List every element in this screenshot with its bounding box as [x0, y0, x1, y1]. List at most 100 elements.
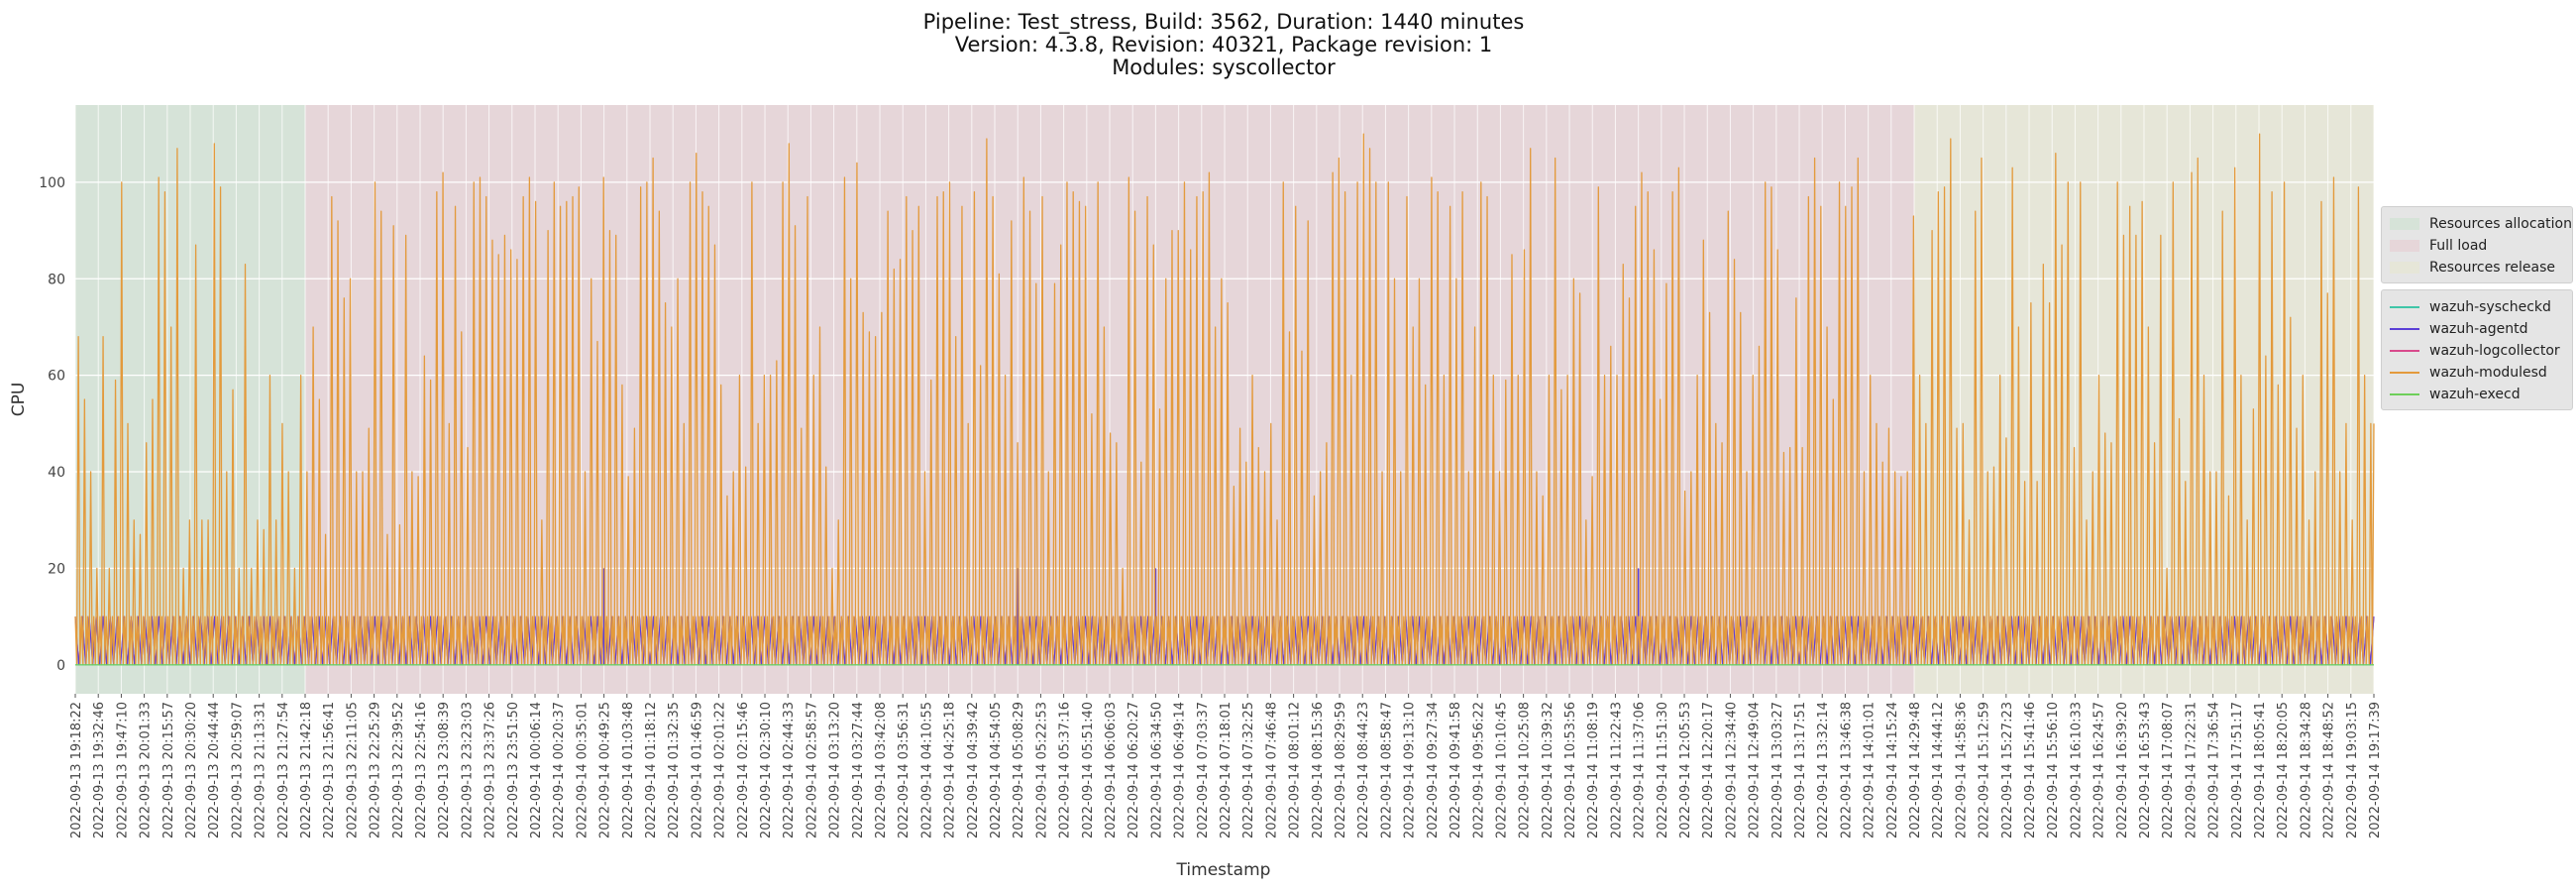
- series-legend: wazuh-syscheckd wazuh-agentd wazuh-logcoll…: [2381, 289, 2573, 410]
- x-tick-label: 2022-09-14 12:20:17: [1701, 702, 1716, 838]
- x-tick-label: 2022-09-13 22:54:16: [414, 702, 429, 838]
- x-tick-label: 2022-09-14 02:01:22: [713, 702, 728, 838]
- series-legend-label: wazuh-agentd: [2429, 321, 2528, 337]
- x-tick-label: 2022-09-14 10:25:08: [1518, 702, 1533, 838]
- y-tick-label: 100: [39, 175, 65, 191]
- x-tick-label: 2022-09-14 07:46:48: [1264, 702, 1279, 838]
- x-tick-label: 2022-09-14 12:49:04: [1748, 702, 1763, 838]
- series-legend-label: wazuh-modulesd: [2429, 365, 2547, 381]
- x-tick-label: 2022-09-14 17:36:54: [2207, 702, 2222, 838]
- series-legend-label: wazuh-logcollector: [2429, 343, 2560, 359]
- x-tick-label: 2022-09-14 18:20:05: [2276, 702, 2291, 838]
- x-tick-label: 2022-09-14 01:46:59: [690, 702, 704, 838]
- x-tick-label: 2022-09-14 13:32:14: [1816, 702, 1831, 838]
- x-tick-label: 2022-09-14 08:29:59: [1334, 702, 1348, 838]
- x-tick-label: 2022-09-14 15:41:46: [2023, 702, 2038, 838]
- x-tick-label: 2022-09-14 10:39:32: [1541, 702, 1556, 838]
- x-tick-label: 2022-09-14 11:51:30: [1656, 702, 1670, 838]
- x-tick-label: 2022-09-14 00:06:14: [529, 702, 544, 838]
- x-tick-label: 2022-09-14 14:29:48: [1908, 702, 1923, 838]
- x-tick-label: 2022-09-13 20:30:20: [184, 702, 199, 838]
- x-tick-label: 2022-09-14 05:51:40: [1081, 702, 1096, 838]
- x-tick-label: 2022-09-14 08:15:36: [1311, 702, 1326, 838]
- x-tick-label: 2022-09-14 07:32:25: [1241, 702, 1256, 838]
- x-axis-label: Timestamp: [1176, 860, 1271, 880]
- x-tick-label: 2022-09-13 23:51:50: [506, 702, 521, 838]
- x-tick-label: 2022-09-14 18:48:52: [2322, 702, 2337, 838]
- series-legend-label: wazuh-execd: [2429, 387, 2521, 402]
- x-tick-label: 2022-09-14 17:22:31: [2184, 702, 2199, 838]
- x-tick-label: 2022-09-14 14:44:12: [1931, 702, 1946, 838]
- x-tick-label: 2022-09-13 21:56:41: [322, 702, 337, 838]
- x-tick-label: 2022-09-13 21:27:54: [276, 702, 291, 838]
- x-tick-label: 2022-09-14 13:03:27: [1771, 702, 1785, 838]
- x-tick-label: 2022-09-13 20:59:07: [230, 702, 245, 838]
- phase-legend-swatch: [2390, 240, 2419, 252]
- x-tick-label: 2022-09-14 05:22:53: [1034, 702, 1049, 838]
- phase-legend-swatch: [2390, 218, 2419, 230]
- x-tick-label: 2022-09-14 19:03:15: [2345, 702, 2360, 838]
- x-tick-label: 2022-09-13 20:15:57: [161, 702, 176, 838]
- x-tick-label: 2022-09-13 19:47:10: [115, 702, 130, 838]
- phase-legend-item: Resources release: [2390, 257, 2564, 279]
- x-tick-label: 2022-09-14 13:46:38: [1839, 702, 1854, 838]
- chart-title-line-1: Pipeline: Test_stress, Build: 3562, Dura…: [922, 10, 1525, 34]
- series-legend-item: wazuh-modulesd: [2390, 362, 2564, 384]
- x-tick-label: 2022-09-13 23:23:03: [460, 702, 475, 838]
- series-legend-item: wazuh-syscheckd: [2390, 296, 2564, 318]
- phase-legend-label: Resources allocation: [2429, 216, 2572, 232]
- x-tick-label: 2022-09-14 03:56:31: [897, 702, 912, 838]
- y-tick-label: 20: [48, 561, 65, 577]
- x-tick-label: 2022-09-14 02:58:57: [805, 702, 819, 838]
- x-tick-label: 2022-09-14 00:35:01: [575, 702, 590, 838]
- x-tick-label: 2022-09-14 01:03:48: [621, 702, 636, 838]
- x-tick-label: 2022-09-14 14:01:01: [1863, 702, 1878, 838]
- x-tick-label: 2022-09-14 18:05:41: [2253, 702, 2268, 838]
- x-tick-label: 2022-09-14 16:10:33: [2069, 702, 2084, 838]
- series-layer: [74, 133, 2375, 666]
- x-tick-label: 2022-09-13 21:42:18: [299, 702, 314, 838]
- y-tick-label: 60: [48, 369, 65, 385]
- phase-legend-item: Resources allocation: [2390, 213, 2572, 235]
- x-tick-label: 2022-09-13 20:44:44: [207, 702, 222, 838]
- x-tick-label: 2022-09-14 06:06:03: [1104, 702, 1119, 838]
- x-tick-label: 2022-09-14 09:27:34: [1426, 702, 1441, 838]
- x-tick-label: 2022-09-14 00:49:25: [598, 702, 613, 838]
- x-tick-label: 2022-09-14 16:24:57: [2093, 702, 2107, 838]
- x-tick-label: 2022-09-14 08:01:12: [1288, 702, 1303, 838]
- series-legend-swatch: [2390, 393, 2419, 395]
- x-tick-label: 2022-09-14 16:53:43: [2138, 702, 2153, 838]
- series-line-wazuh-modulesd: [74, 133, 2375, 666]
- x-tick-label: 2022-09-14 15:56:10: [2046, 702, 2061, 838]
- x-tick-label: 2022-09-14 00:20:37: [552, 702, 567, 838]
- series-legend-item: wazuh-execd: [2390, 384, 2564, 405]
- x-tick-label: 2022-09-14 04:10:55: [919, 702, 934, 838]
- x-tick-label: 2022-09-14 14:15:24: [1885, 702, 1900, 838]
- x-tick-label: 2022-09-14 09:41:58: [1449, 702, 1463, 838]
- x-tick-label: 2022-09-14 07:18:01: [1219, 702, 1234, 838]
- series-legend-swatch: [2390, 350, 2419, 352]
- x-tick-label: 2022-09-13 23:08:39: [437, 702, 452, 838]
- x-tick-label: 2022-09-14 06:49:14: [1173, 702, 1188, 838]
- phase-legend-label: Resources release: [2429, 260, 2555, 276]
- x-tick-label: 2022-09-14 16:39:20: [2115, 702, 2130, 838]
- x-tick-label: 2022-09-14 15:12:59: [1978, 702, 1992, 838]
- x-tick-label: 2022-09-14 06:20:27: [1127, 702, 1141, 838]
- x-tick-label: 2022-09-13 21:13:31: [254, 702, 268, 838]
- y-tick-label: 80: [48, 272, 65, 287]
- x-tick-label: 2022-09-14 04:25:18: [943, 702, 958, 838]
- x-tick-label: 2022-09-14 17:51:17: [2230, 702, 2245, 838]
- x-tick-label: 2022-09-14 06:34:50: [1149, 702, 1164, 838]
- x-tick-label: 2022-09-14 02:15:46: [736, 702, 751, 838]
- x-tick-label: 2022-09-14 13:17:51: [1793, 702, 1808, 838]
- x-tick-label: 2022-09-14 12:34:40: [1724, 702, 1739, 838]
- x-tick-label: 2022-09-14 14:58:36: [1954, 702, 1969, 838]
- x-tick-label: 2022-09-14 03:13:20: [828, 702, 843, 838]
- chart-title-line-2: Version: 4.3.8, Revision: 40321, Package…: [954, 33, 1493, 56]
- y-tick-label: 0: [56, 658, 65, 674]
- phase-legend-label: Full load: [2429, 238, 2488, 254]
- x-tick-label: 2022-09-13 23:37:26: [483, 702, 498, 838]
- x-tick-label: 2022-09-14 07:03:37: [1196, 702, 1211, 838]
- x-tick-label: 2022-09-14 10:53:56: [1563, 702, 1578, 838]
- x-tick-label: 2022-09-14 05:08:29: [1012, 702, 1026, 838]
